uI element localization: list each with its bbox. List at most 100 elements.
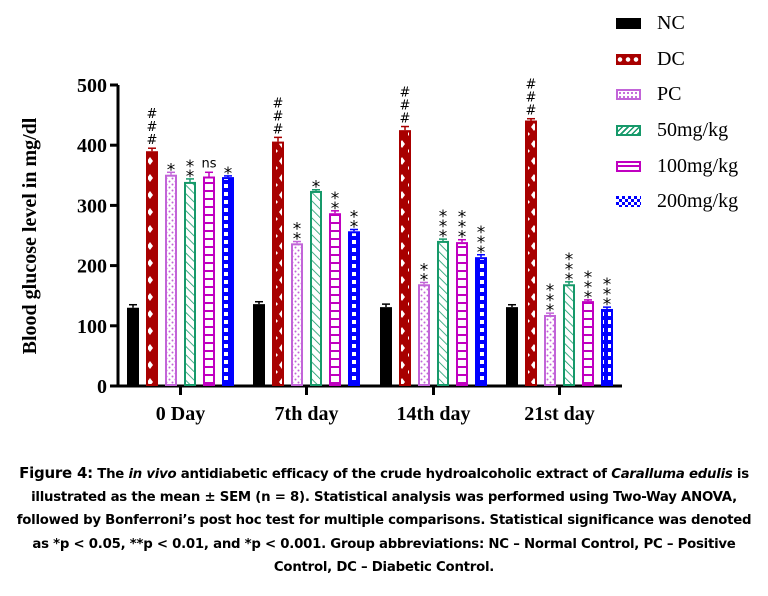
x-tick-label: 0 Day [156, 403, 205, 425]
annotation-ns: ns [201, 156, 216, 171]
caption-text: is [732, 467, 749, 482]
figure-label: Figure 4: [19, 464, 93, 482]
bar-100mgkg-3 [582, 301, 594, 387]
bar-nc-1 [253, 304, 265, 386]
bar-100mgkg-1 [329, 213, 341, 386]
x-tick-label: 7th day [275, 403, 339, 425]
annotation-star: * [439, 217, 448, 237]
annotation-star: * [546, 281, 555, 301]
annotation-star: * [350, 207, 359, 227]
caption-species: Caralluma edulis [611, 467, 733, 482]
annotation-star: * [186, 157, 195, 177]
annotation-hash: # [147, 120, 158, 135]
annotation-hash: # [400, 86, 411, 101]
bar-200mgkg-3 [601, 308, 613, 386]
bar-50mgkg-0 [184, 181, 196, 386]
legend-swatch [616, 53, 641, 65]
annotation-star: * [603, 295, 612, 315]
annotation-star: * [458, 218, 467, 238]
bar-50mgkg-3 [563, 284, 575, 386]
legend-swatch [616, 18, 641, 30]
annotation-star: * [565, 250, 574, 270]
annotation-star: * [458, 228, 467, 248]
annotation-hash: # [526, 78, 537, 93]
annotation-star: * [584, 288, 593, 308]
legend-swatch [616, 89, 641, 101]
annotation-hash: # [273, 96, 284, 111]
bar-200mgkg-0 [222, 177, 234, 386]
annotation-star: * [477, 223, 486, 243]
annotation-hash: # [400, 99, 411, 114]
legend-swatch [616, 196, 641, 208]
annotation-star: * [603, 275, 612, 295]
x-tick-label: 21st day [524, 403, 595, 425]
legend-label: 100mg/kg [657, 154, 739, 177]
bar-50mgkg-1 [310, 190, 322, 386]
legend-label: 200mg/kg [657, 190, 739, 213]
legend-label: 50mg/kg [657, 119, 729, 142]
bar-pc-3 [544, 314, 556, 386]
annotation-star: * [331, 189, 340, 209]
y-tick-label: 400 [77, 135, 107, 157]
axes: 0 100 200 300 400 500 0 Day 7th day 14th day 21st… [77, 75, 622, 425]
caption-line-1: Figure 4: The in vivo antidiabetic effic… [0, 462, 768, 486]
annotation-star: * [439, 227, 448, 247]
legend-label: NC [657, 12, 685, 35]
bar-nc-0 [127, 307, 139, 386]
y-tick-label: 0 [97, 376, 107, 398]
y-tick-label: 100 [77, 316, 107, 338]
caption-line-5: Control, DC – Diabetic Control. [273, 559, 495, 575]
bar-dc-0 [146, 151, 158, 386]
annotation-hash: # [273, 122, 284, 137]
caption-text: The [92, 467, 129, 482]
legend: NC DC PC 50mg/kg 100mg/kg 200mg/kg [616, 6, 738, 220]
caption-italic: in vivo [128, 467, 177, 482]
annotation-star: * [420, 270, 429, 290]
bar-nc-2 [380, 307, 392, 386]
annotation-hash: # [147, 133, 158, 148]
annotation-star: * [477, 243, 486, 263]
annotation-star: * [186, 167, 195, 187]
annotation-hash: # [400, 112, 411, 127]
caption-line-2: illustrated as the mean ± SEM (n = 8). S… [31, 490, 737, 506]
legend-item: DC [616, 42, 738, 78]
bar-chart: Blood glucose level in mg/dl 0 100 200 300 4… [19, 75, 622, 425]
bar-50mgkg-2 [437, 240, 449, 386]
caption-line-4: as *p < 0.05, **p < 0.01, and *p < 0.001… [32, 536, 736, 552]
annotation-star: * [458, 208, 467, 228]
legend-item: NC [616, 6, 738, 42]
annotation-hash: # [526, 91, 537, 106]
bars [127, 117, 613, 387]
bar-nc-3 [506, 307, 518, 386]
annotation-star: * [224, 164, 233, 184]
caption-line-3: followed by Bonferroni’s post hoc test f… [16, 513, 752, 529]
annotation-star: * [350, 217, 359, 237]
annotation-star: * [167, 160, 176, 180]
bar-dc-3 [525, 120, 537, 386]
bar-pc-2 [418, 284, 430, 386]
annotation-star: * [584, 268, 593, 288]
bar-200mgkg-2 [475, 257, 487, 386]
annotation-star: * [565, 260, 574, 280]
legend-item: 100mg/kg [616, 148, 738, 184]
y-tick-label: 300 [77, 195, 107, 217]
annotation-star: * [293, 230, 302, 250]
bar-dc-1 [272, 141, 284, 386]
legend-item: PC [616, 77, 738, 113]
annotation-star: * [603, 285, 612, 305]
figure-caption: Figure 4: The in vivo antidiabetic effic… [0, 462, 768, 579]
annotation-star: * [312, 178, 321, 198]
legend-item: 50mg/kg [616, 113, 738, 149]
y-tick-label: 500 [77, 75, 107, 97]
annotation-star: * [293, 220, 302, 240]
annotation-hash: # [526, 104, 537, 119]
annotation-hash: # [147, 107, 158, 122]
annotation-hash: # [273, 109, 284, 124]
legend-swatch [616, 125, 641, 137]
y-tick-label: 200 [77, 256, 107, 278]
bar-100mgkg-0 [203, 176, 215, 386]
legend-label: DC [657, 47, 685, 70]
significance-annotations: ###* **ns*###***** **###******** ***###****… [147, 78, 612, 321]
annotation-star: * [546, 301, 555, 321]
y-axis-label: Blood glucose level in mg/dl [19, 117, 41, 354]
